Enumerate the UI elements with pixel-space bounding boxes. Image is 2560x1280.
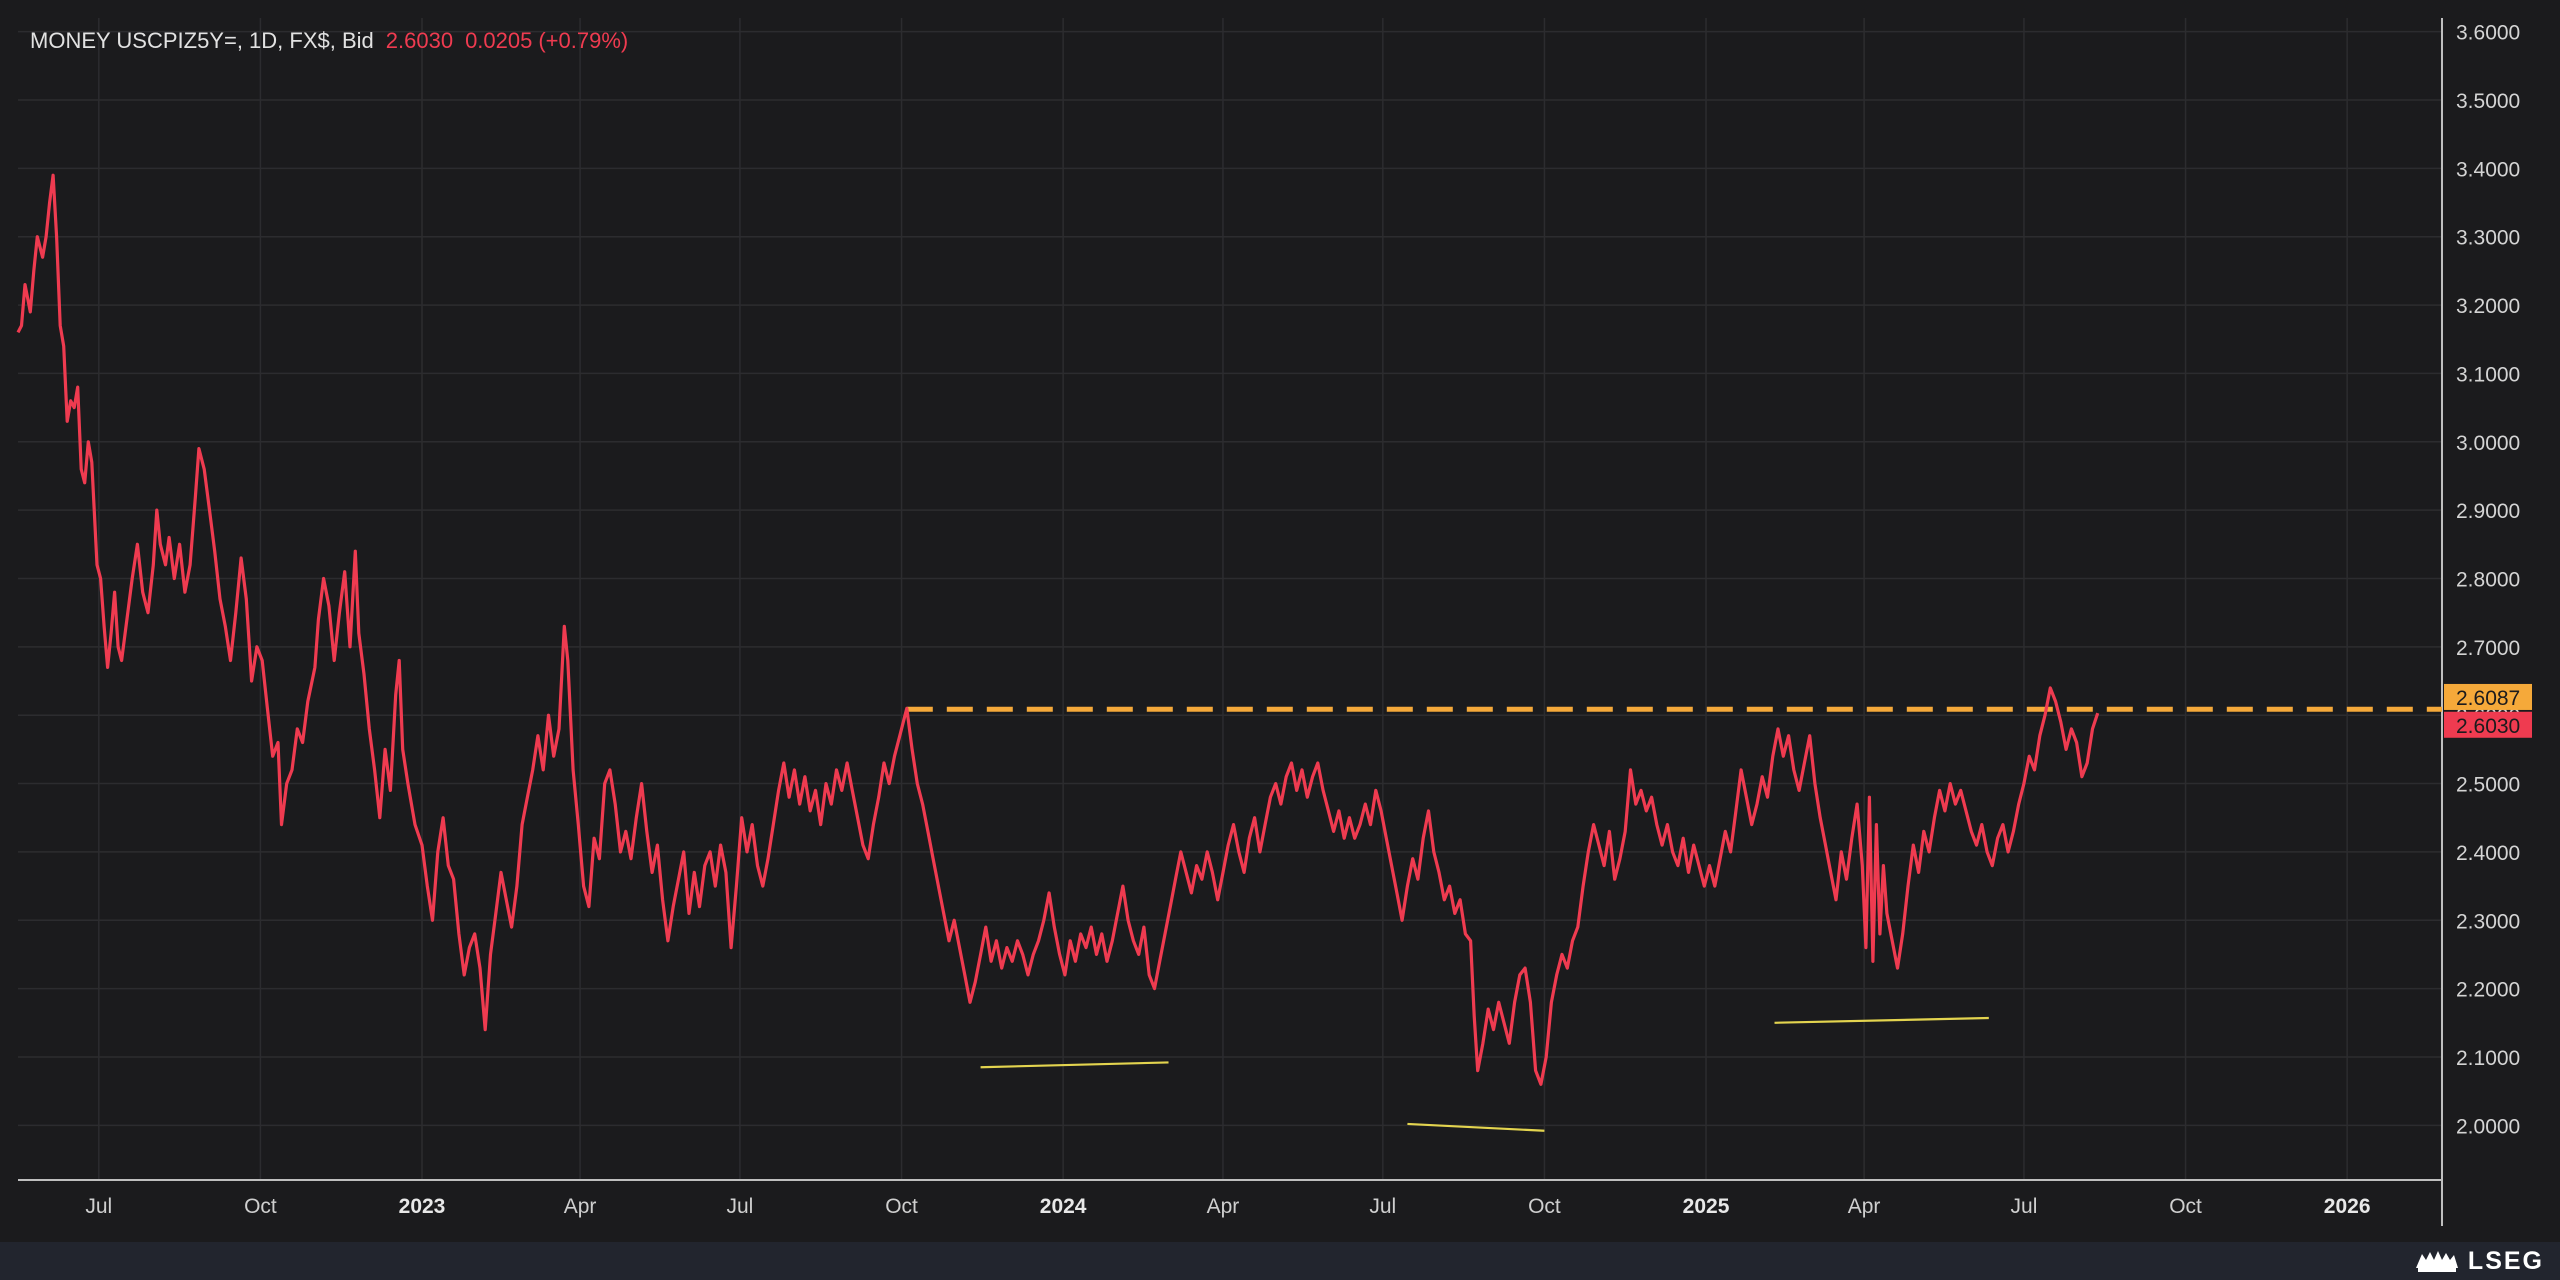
x-tick-label: Jul <box>2011 1195 2038 1218</box>
last-price-tag-bg <box>2444 711 2532 738</box>
brand-name: LSEG <box>2467 1246 2544 1275</box>
grid <box>18 18 2442 1180</box>
y-tick-label: 2.5000 <box>2456 774 2520 797</box>
y-tick-label: 2.4000 <box>2456 842 2520 865</box>
support-trendline <box>1774 1016 1989 1024</box>
y-tick-label: 2.7000 <box>2456 637 2520 660</box>
x-tick-label: 2025 <box>1683 1195 1730 1218</box>
x-tick-label: Oct <box>244 1195 277 1218</box>
y-tick-label: 3.6000 <box>2456 22 2520 45</box>
x-tick-label: 2024 <box>1040 1195 1087 1218</box>
y-tick-label: 2.8000 <box>2456 568 2520 591</box>
y-tick-label: 2.2000 <box>2456 979 2520 1002</box>
x-tick-label: Oct <box>1528 1195 1561 1218</box>
x-axis-ticks: Jul Oct 2023 Apr Jul Oct 2024 Apr Jul Oct 2025 Apr J… <box>85 1195 2370 1218</box>
price-series-line <box>16 173 2100 1086</box>
price-change-percent: (+0.79%) <box>538 28 629 53</box>
price-tags: 2.6087 2.6030 <box>2444 683 2532 738</box>
y-tick-label: 3.0000 <box>2456 432 2520 455</box>
y-tick-label: 3.5000 <box>2456 90 2520 113</box>
chart-header: MONEY USCPIZ5Y=, 1D, FX$, Bid 2.6030 0.0… <box>30 28 628 54</box>
x-tick-label: 2023 <box>399 1195 446 1218</box>
x-tick-label: Apr <box>564 1195 597 1218</box>
support-trendline <box>1407 1122 1545 1132</box>
resistance-tag-bg <box>2444 683 2532 710</box>
x-tick-label: Apr <box>1207 1195 1240 1218</box>
support-trendline <box>980 1061 1169 1069</box>
y-tick-label: 2.9000 <box>2456 500 2520 523</box>
price-chart[interactable]: 3.6000 3.5000 3.4000 3.3000 3.2000 3.1000 3.00… <box>0 0 2560 1242</box>
lion-icon <box>2415 1251 2458 1272</box>
x-tick-label: Apr <box>1848 1195 1881 1218</box>
levels <box>906 706 2442 1132</box>
symbol-label: MONEY USCPIZ5Y=, 1D, FX$, Bid <box>30 28 374 53</box>
axes <box>18 18 2443 1226</box>
price-change: 0.0205 <box>465 28 533 53</box>
resistance-tag: 2.6087 <box>2456 687 2520 710</box>
x-tick-label: Jul <box>727 1195 754 1218</box>
x-tick-label: 2026 <box>2324 1195 2371 1218</box>
series <box>16 173 2100 1086</box>
last-price: 2.6030 <box>385 28 454 53</box>
y-tick-label: 2.0000 <box>2456 1115 2520 1138</box>
y-tick-label: 3.2000 <box>2456 295 2520 318</box>
x-tick-label: Oct <box>885 1195 918 1218</box>
y-tick-label: 2.3000 <box>2456 910 2520 933</box>
y-tick-label: 3.1000 <box>2456 363 2520 386</box>
x-tick-label: Jul <box>85 1195 112 1218</box>
x-tick-label: Oct <box>2169 1195 2202 1218</box>
y-tick-label: 3.3000 <box>2456 227 2520 250</box>
brand-logo: LSEG <box>2414 1246 2544 1276</box>
footer-bar <box>0 1242 2560 1280</box>
y-tick-label: 3.4000 <box>2456 158 2520 181</box>
last-price-tag: 2.6030 <box>2456 715 2520 738</box>
y-axis-ticks: 3.6000 3.5000 3.4000 3.3000 3.2000 3.1000 3.00… <box>2456 22 2520 1139</box>
x-tick-label: Jul <box>1369 1195 1396 1218</box>
y-tick-label: 2.1000 <box>2456 1047 2520 1070</box>
